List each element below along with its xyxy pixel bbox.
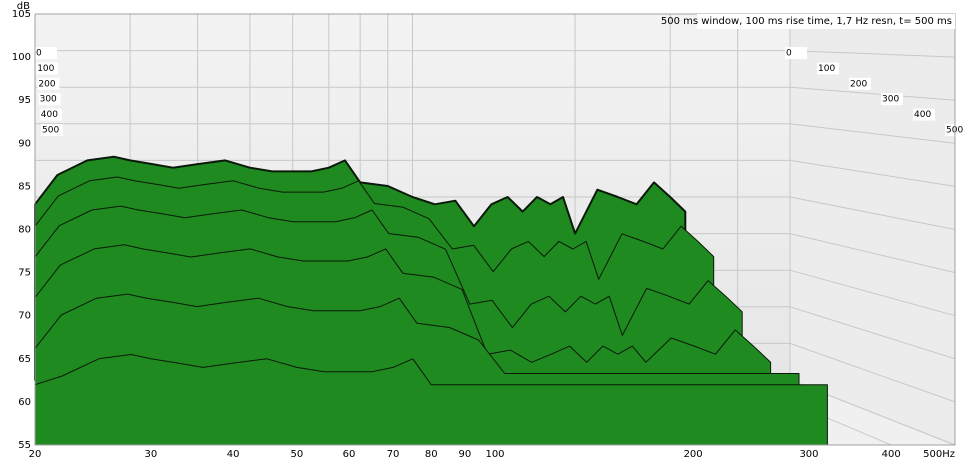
x-tick-label: 30 <box>145 449 158 460</box>
annotation: 500 ms window, 100 ms rise time, 1,7 Hz … <box>661 16 952 27</box>
waterfall-slice <box>34 354 828 446</box>
z-tick-label: 100 <box>818 64 835 74</box>
grid-line <box>789 342 956 403</box>
y-axis-label: dB <box>17 1 30 12</box>
z-tick-label: 300 <box>40 95 57 105</box>
z-tick-box <box>35 47 57 59</box>
x-tick-label: 80 <box>425 449 438 460</box>
y-tick-label: 70 <box>18 311 31 322</box>
z-tick-label: 100 <box>37 64 54 74</box>
x-tick-label: 70 <box>387 449 400 460</box>
z-tick-box <box>849 77 871 90</box>
z-tick-box <box>37 77 60 90</box>
x-tick-label: 50 <box>291 449 304 460</box>
x-tick-label: 60 <box>343 449 356 460</box>
z-tick-box <box>945 124 967 136</box>
x-tick-label: 200 <box>684 449 703 460</box>
z-tick-label: 0 <box>36 49 42 59</box>
z-tick-box <box>39 108 62 121</box>
x-tick-label: 90 <box>459 449 472 460</box>
grid-line <box>789 123 956 144</box>
z-tick-box <box>817 62 839 75</box>
y-tick-label: 65 <box>18 354 31 365</box>
z-tick-box <box>38 93 61 106</box>
x-tick-label: 400 <box>882 449 901 460</box>
y-tick-label: 75 <box>18 268 31 279</box>
z-tick-label: 400 <box>41 110 58 120</box>
y-tick-label: 80 <box>18 225 31 236</box>
x-tick-label: 500Hz <box>923 449 955 460</box>
y-tick-label: 100 <box>12 52 31 63</box>
grid-line <box>789 196 956 230</box>
y-tick-label: 60 <box>18 397 31 408</box>
grid-line <box>789 86 956 101</box>
labels: 55 60 65 70 75 80 85 90 95 100 105 20 30 40 50 60 70 80 90… <box>12 9 967 460</box>
y-tick-label: 95 <box>18 95 31 106</box>
z-tick-label: 500 <box>42 126 59 136</box>
z-tick-label: 400 <box>914 110 931 120</box>
grid-line <box>789 50 956 58</box>
z-tick-label: 200 <box>850 79 867 89</box>
z-tick-box <box>36 62 59 75</box>
grid-line <box>789 269 956 317</box>
z-tick-label: 200 <box>38 79 55 89</box>
y-tick-label: 85 <box>18 181 31 192</box>
z-tick-label: 300 <box>882 95 899 105</box>
y-tick-label: 90 <box>18 138 31 149</box>
side-wall <box>790 14 955 445</box>
slices <box>34 155 828 446</box>
x-tick-label: 100 <box>485 449 504 460</box>
frame <box>34 13 956 446</box>
y-tick-label: 105 <box>12 9 31 20</box>
z-tick-box <box>881 93 903 106</box>
z-tick-box <box>41 124 63 136</box>
z-tick-label: 0 <box>786 49 792 59</box>
grid-line <box>789 233 956 274</box>
x-tick-label: 40 <box>227 449 240 460</box>
x-tick-label: 20 <box>29 449 42 460</box>
z-tick-box <box>785 47 807 59</box>
grid-line <box>789 159 956 187</box>
y-tick-label: 55 <box>18 440 31 451</box>
grid-line <box>789 306 956 360</box>
z-tick-box <box>913 108 935 121</box>
x-tick-label: 300 <box>799 449 818 460</box>
annotation-box <box>697 14 955 29</box>
